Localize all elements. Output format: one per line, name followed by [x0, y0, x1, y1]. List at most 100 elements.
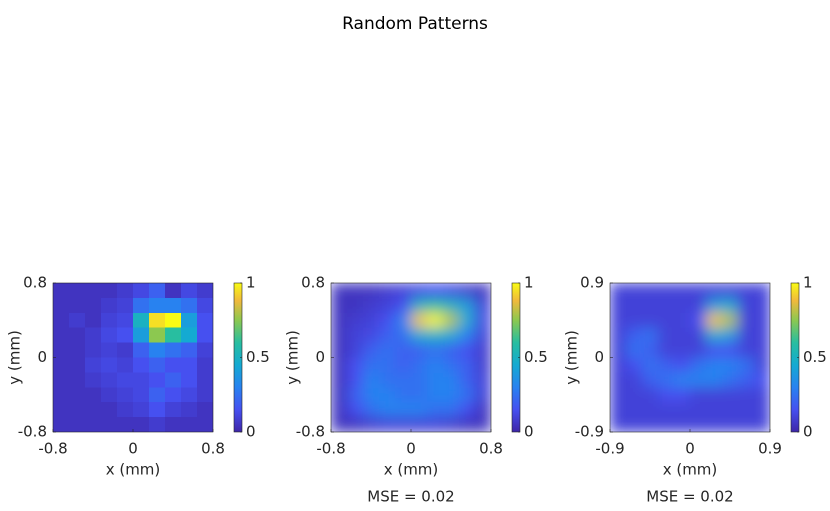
cell [149, 417, 166, 432]
cell [459, 312, 476, 329]
cell [443, 297, 460, 314]
cell [690, 297, 707, 314]
cell [674, 327, 691, 344]
cell [347, 283, 364, 299]
cell [133, 312, 150, 329]
cell [117, 342, 134, 358]
cell [363, 357, 380, 373]
cell [117, 357, 134, 373]
cell [363, 342, 380, 358]
cell [101, 283, 118, 299]
cell [197, 372, 213, 388]
y-tick-label: -0.8 [296, 423, 325, 441]
cell [133, 417, 150, 432]
cell [53, 372, 70, 388]
cell [133, 357, 150, 373]
cell [379, 312, 396, 329]
cell [117, 283, 134, 299]
cell [738, 342, 755, 358]
cell [331, 372, 348, 388]
colorbar-tick-label: 0 [524, 423, 534, 441]
annotation: MSE = 0.02 [367, 488, 454, 506]
cell [181, 312, 198, 329]
cell [363, 372, 380, 388]
cell [181, 357, 198, 373]
cell [379, 372, 396, 388]
cell [754, 387, 770, 403]
cell [101, 342, 118, 358]
cell [642, 372, 659, 388]
cell [379, 357, 396, 373]
cell [133, 387, 150, 403]
cell [411, 342, 428, 358]
cell [690, 312, 707, 329]
cell [133, 342, 150, 358]
cell [379, 417, 396, 432]
y-tick-label: 0.8 [301, 274, 325, 292]
cell [427, 297, 444, 314]
cell [117, 417, 134, 432]
x-tick-label: -0.9 [595, 440, 624, 458]
cell [85, 297, 102, 314]
cell [706, 327, 723, 344]
annotation: MSE = 0.02 [646, 488, 733, 506]
cell [610, 342, 627, 358]
cell [133, 297, 150, 314]
cell [53, 387, 70, 403]
cell [411, 283, 428, 299]
cell [658, 283, 675, 299]
cell [754, 283, 770, 299]
cell [722, 357, 739, 373]
cell [738, 312, 755, 329]
cell [427, 417, 444, 432]
cell [181, 372, 198, 388]
cell [85, 312, 102, 329]
cell [427, 372, 444, 388]
cell [149, 402, 166, 418]
cell [427, 283, 444, 299]
cell [706, 312, 723, 329]
cell [165, 387, 182, 403]
heatmap [610, 283, 770, 432]
cell [347, 342, 364, 358]
cell [85, 402, 102, 418]
cell [411, 357, 428, 373]
cell [85, 357, 102, 373]
cell [642, 312, 659, 329]
cell [181, 342, 198, 358]
cell [459, 283, 476, 299]
cell [427, 357, 444, 373]
cell [459, 402, 476, 418]
cell [475, 402, 491, 418]
cell [395, 402, 412, 418]
cell [165, 283, 182, 299]
cell [674, 342, 691, 358]
cell [363, 387, 380, 403]
cell [706, 297, 723, 314]
cell [427, 327, 444, 344]
cell [331, 417, 348, 432]
cell [443, 357, 460, 373]
cell [690, 342, 707, 358]
cell [642, 342, 659, 358]
cells [331, 283, 491, 432]
cell [149, 297, 166, 314]
cell [363, 417, 380, 432]
cell [642, 402, 659, 418]
cell [706, 402, 723, 418]
cell [722, 417, 739, 432]
cell [165, 357, 182, 373]
cell [117, 402, 134, 418]
cell [706, 283, 723, 299]
cell [331, 312, 348, 329]
cell [475, 297, 491, 314]
cell [165, 417, 182, 432]
cell [149, 357, 166, 373]
cell [459, 327, 476, 344]
x-axis-label: x (mm) [106, 461, 161, 479]
cell [658, 297, 675, 314]
cell [706, 342, 723, 358]
cell [133, 283, 150, 299]
cell [443, 312, 460, 329]
